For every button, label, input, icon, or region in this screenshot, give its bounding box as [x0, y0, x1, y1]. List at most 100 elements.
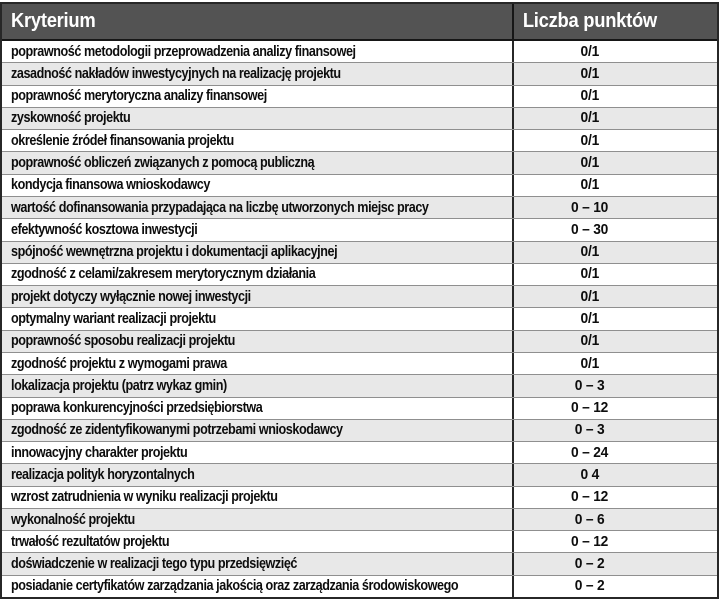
- table-row: wartość dofinansowania przypadająca na l…: [2, 195, 717, 219]
- criterion-label: spójność wewnętrzna projektu i dokumenta…: [11, 244, 338, 261]
- table-row: określenie źródeł finansowania projektu …: [2, 129, 717, 152]
- points-value: 0/1: [580, 311, 599, 328]
- points-cell: 0/1: [512, 107, 717, 130]
- table-row: zgodność ze zidentyfikowanymi potrzebami…: [2, 418, 717, 442]
- points-value: 0/1: [580, 88, 599, 105]
- points-value: 0 – 30: [570, 221, 609, 238]
- points-value: 0 – 12: [570, 533, 609, 550]
- criterion-cell: poprawność obliczeń związanych z pomocą …: [2, 152, 512, 173]
- criterion-label: efektywność kosztowa inwestycji: [11, 221, 198, 238]
- criterion-cell: zgodność z celami/zakresem merytorycznym…: [2, 264, 512, 285]
- criterion-label: zasadność nakładów inwestycyjnych na rea…: [11, 65, 341, 82]
- points-cell: 0/1: [512, 174, 717, 196]
- column-header-liczba-punktow-label: Liczba punktów: [522, 10, 657, 32]
- criterion-cell: trwałość rezultatów projektu: [2, 531, 512, 552]
- points-value: 0 – 2: [574, 578, 605, 595]
- criterion-label: posiadanie certyfikatów zarządzania jako…: [11, 578, 459, 595]
- criterion-label: zgodność ze zidentyfikowanymi potrzebami…: [11, 422, 343, 439]
- points-value: 0 – 12: [570, 489, 609, 506]
- points-value: 0/1: [580, 155, 599, 172]
- points-value: 0/1: [580, 43, 599, 60]
- table-row: poprawność sposobu realizacji projektu 0…: [2, 329, 717, 352]
- column-header-kryterium-label: Kryterium: [11, 10, 96, 32]
- table-header-row: Kryterium Liczba punktów: [2, 4, 717, 41]
- criterion-label: wzrost zatrudnienia w wyniku realizacji …: [11, 489, 278, 506]
- table-row: spójność wewnętrzna projektu i dokumenta…: [2, 240, 717, 263]
- points-value: 0/1: [580, 244, 599, 261]
- table-row: zasadność nakładów inwestycyjnych na rea…: [2, 62, 717, 85]
- table-row: innowacyjny charakter projektu 0 – 24: [2, 441, 717, 464]
- points-value: 0/1: [580, 333, 599, 350]
- points-cell: 0 4: [512, 464, 717, 486]
- points-value: 0 – 6: [574, 511, 605, 528]
- column-header-liczba-punktow: Liczba punktów: [512, 4, 717, 39]
- criterion-label: kondycja finansowa wnioskodawcy: [11, 177, 210, 194]
- criterion-cell: wartość dofinansowania przypadająca na l…: [2, 197, 512, 218]
- criterion-label: realizacja polityk horyzontalnych: [11, 466, 195, 483]
- table-row: projekt dotyczy wyłącznie nowej inwestyc…: [2, 285, 717, 308]
- criterion-cell: doświadczenie w realizacji tego typu prz…: [2, 553, 512, 574]
- points-value: 0 – 10: [570, 199, 609, 216]
- points-cell: 0/1: [512, 63, 717, 85]
- points-cell: 0 – 3: [512, 375, 717, 397]
- points-cell: 0 – 30: [512, 219, 717, 241]
- criterion-label: poprawność sposobu realizacji projektu: [11, 333, 235, 350]
- criterion-label: określenie źródeł finansowania projektu: [11, 132, 234, 149]
- criterion-cell: efektywność kosztowa inwestycji: [2, 219, 512, 240]
- points-cell: 0 – 2: [512, 575, 717, 598]
- points-cell: 0 – 2: [512, 553, 717, 575]
- criterion-cell: poprawność sposobu realizacji projektu: [2, 331, 512, 352]
- table-row: realizacja polityk horyzontalnych 0 4: [2, 463, 717, 486]
- criterion-cell: zgodność ze zidentyfikowanymi potrzebami…: [2, 420, 512, 441]
- points-value: 0/1: [580, 110, 599, 127]
- table-row: zgodność z celami/zakresem merytorycznym…: [2, 262, 717, 286]
- criterion-label: zgodność projektu z wymogami prawa: [11, 355, 227, 372]
- table-row: poprawa konkurencyjności przedsiębiorstw…: [2, 396, 717, 419]
- criterion-cell: innowacyjny charakter projektu: [2, 442, 512, 463]
- points-cell: 0/1: [512, 263, 717, 286]
- points-value: 0 – 3: [574, 422, 605, 439]
- criterion-cell: wzrost zatrudnienia w wyniku realizacji …: [2, 487, 512, 508]
- table-row: wykonalność projektu 0 – 6: [2, 507, 717, 531]
- points-cell: 0/1: [512, 130, 717, 152]
- criterion-cell: określenie źródeł finansowania projektu: [2, 130, 512, 151]
- points-cell: 0 – 10: [512, 196, 717, 219]
- points-cell: 0 – 24: [512, 442, 717, 464]
- points-cell: 0 – 12: [512, 486, 717, 508]
- criterion-cell: spójność wewnętrzna projektu i dokumenta…: [2, 242, 512, 263]
- table-row: poprawność obliczeń związanych z pomocą …: [2, 151, 717, 174]
- points-cell: 0/1: [512, 330, 717, 352]
- points-value: 0/1: [580, 288, 599, 305]
- criterion-label: wartość dofinansowania przypadająca na l…: [11, 199, 429, 216]
- table-row: efektywność kosztowa inwestycji 0 – 30: [2, 218, 717, 241]
- points-value: 0 – 3: [574, 377, 605, 394]
- criterion-cell: kondycja finansowa wnioskodawcy: [2, 175, 512, 196]
- criterion-cell: realizacja polityk horyzontalnych: [2, 464, 512, 485]
- points-cell: 0/1: [512, 241, 717, 263]
- points-cell: 0 – 3: [512, 419, 717, 442]
- criterion-cell: zgodność projektu z wymogami prawa: [2, 353, 512, 374]
- criterion-cell: optymalny wariant realizacji projektu: [2, 308, 512, 329]
- points-cell: 0 – 12: [512, 397, 717, 419]
- criterion-label: doświadczenie w realizacji tego typu prz…: [11, 556, 298, 573]
- column-header-kryterium: Kryterium: [2, 4, 512, 39]
- points-value: 0/1: [580, 65, 599, 82]
- table-row: wzrost zatrudnienia w wyniku realizacji …: [2, 485, 717, 508]
- table-row: trwałość rezultatów projektu 0 – 12: [2, 530, 717, 553]
- points-cell: 0/1: [512, 308, 717, 330]
- points-value: 0/1: [580, 266, 599, 283]
- criterion-cell: posiadanie certyfikatów zarządzania jako…: [2, 576, 512, 597]
- criterion-label: projekt dotyczy wyłącznie nowej inwestyc…: [11, 288, 251, 305]
- points-value: 0 – 12: [570, 400, 609, 417]
- points-cell: 0/1: [512, 352, 717, 375]
- criterion-label: zyskowność projektu: [11, 110, 131, 127]
- points-cell: 0/1: [512, 85, 717, 107]
- table-row: poprawność merytoryczna analizy finansow…: [2, 84, 717, 107]
- table-row: poprawność metodologii przeprowadzenia a…: [2, 41, 717, 63]
- criterion-label: poprawność obliczeń związanych z pomocą …: [11, 155, 315, 172]
- table-row: lokalizacja projektu (patrz wykaz gmin) …: [2, 374, 717, 397]
- criterion-cell: poprawa konkurencyjności przedsiębiorstw…: [2, 398, 512, 419]
- points-value: 0/1: [580, 355, 599, 372]
- criterion-label: zgodność z celami/zakresem merytorycznym…: [11, 266, 316, 283]
